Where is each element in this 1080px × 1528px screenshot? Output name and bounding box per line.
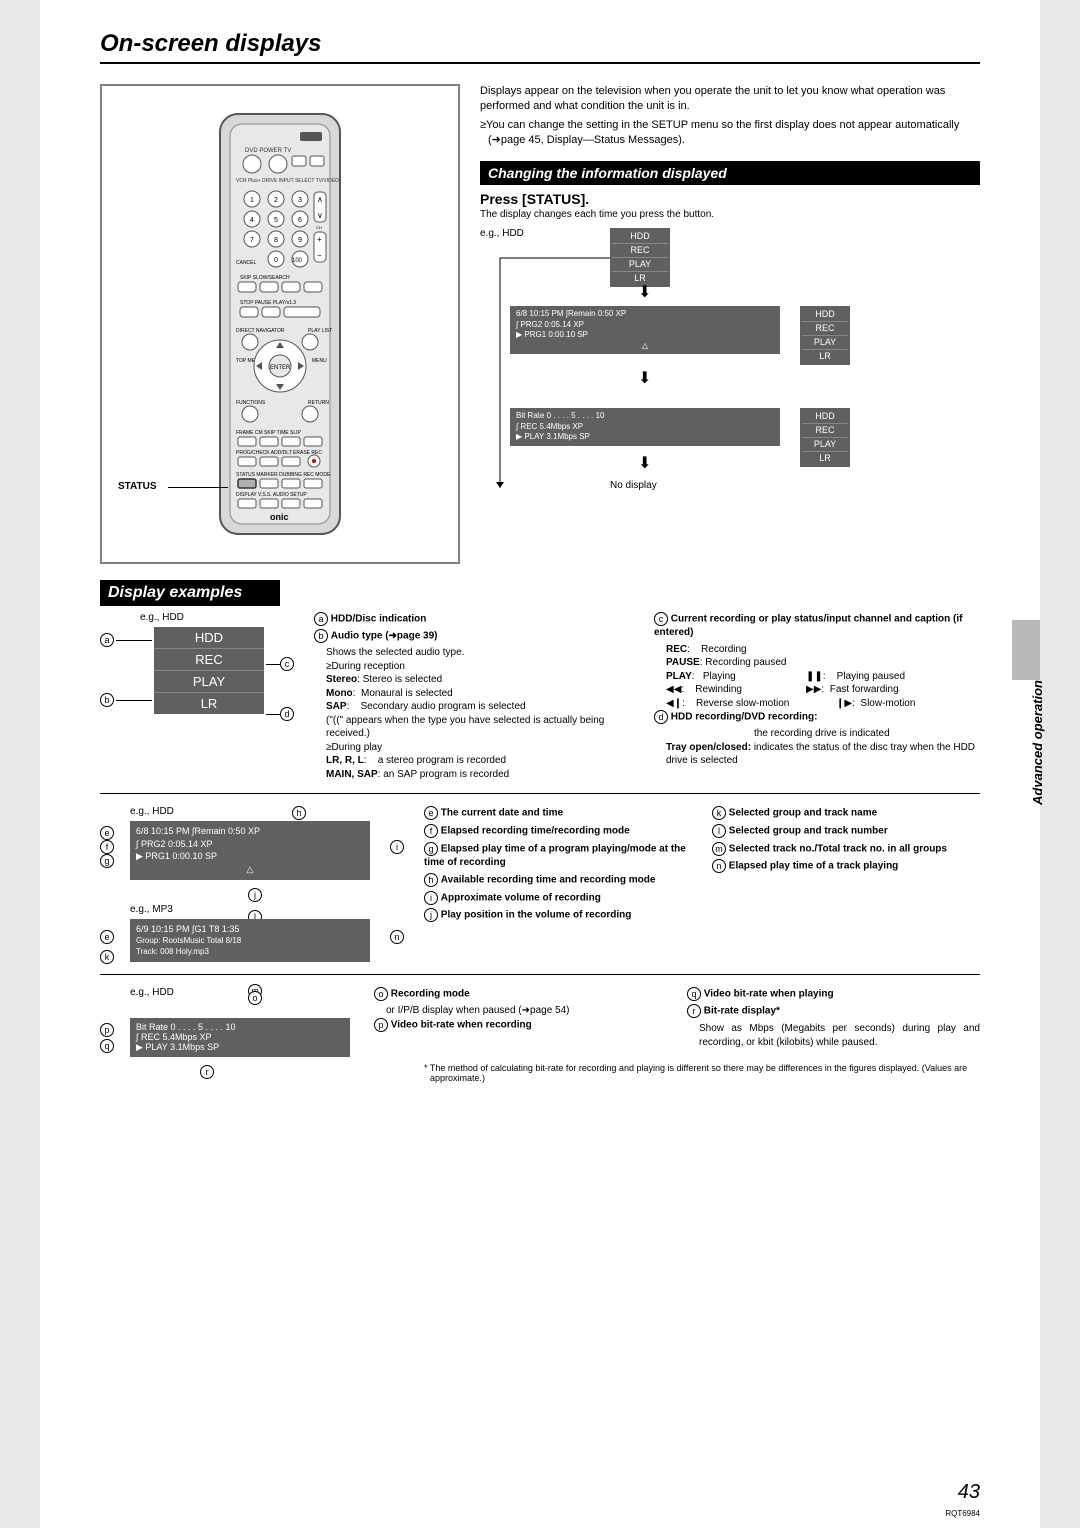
svg-text:CH: CH [316,225,322,230]
status-flow-diagram: e.g., HDD HDD REC PLAY LR 6/8 10:15 PM ∫… [480,228,980,508]
svg-text:2: 2 [274,197,278,204]
svg-text:1: 1 [250,197,254,204]
footnote: * The method of calculating bit-rate for… [420,1063,980,1083]
svg-text:3: 3 [298,197,302,204]
svg-text:PROG/CHECK ADD/DLT ERASE REC: PROG/CHECK ADD/DLT ERASE REC [236,450,322,456]
svg-text:−: − [317,251,322,260]
svg-text:6: 6 [298,217,302,224]
svg-text:SKIP SLOW/SEARCH: SKIP SLOW/SEARCH [240,275,290,281]
svg-text:MENU: MENU [312,358,327,364]
svg-text:∨: ∨ [317,211,323,220]
svg-text:9: 9 [298,237,302,244]
svg-text:onic: onic [270,512,289,522]
side-tab-label: Advanced operation [1030,680,1045,805]
svg-text:DIRECT NAVIGATOR: DIRECT NAVIGATOR [236,328,285,334]
status-pointer-line [168,487,228,488]
svg-text:100: 100 [292,258,303,264]
press-instruction: Press [STATUS]. [480,191,980,207]
svg-text:7: 7 [250,237,254,244]
svg-text:VCR Plus+ DRIVE INPUT SELECT T: VCR Plus+ DRIVE INPUT SELECT TV/VIDEO [236,178,339,184]
svg-text:PLAY LIST: PLAY LIST [308,328,332,334]
display-examples-heading: Display examples [100,580,280,606]
svg-text:FRAME CM SKIP TIME SLIP: FRAME CM SKIP TIME SLIP [236,430,301,436]
intro-text: Displays appear on the television when y… [480,84,980,147]
svg-text:DVD POWER TV: DVD POWER TV [245,148,291,154]
svg-text:DISPLAY V.S.S. AUDIO SETU: DISPLAY V.S.S. AUDIO SETUP [236,492,307,498]
svg-text:FUNCTIONS: FUNCTIONS [236,400,266,406]
svg-text:STOP PAUSE PLAY/x1.3: STOP PAUSE PLAY/x1.3 [240,300,296,306]
changing-heading: Changing the information displayed [480,161,980,185]
press-subtext: The display changes each time you press … [480,209,980,220]
status-label: STATUS [118,481,157,492]
svg-text:ENTER: ENTER [270,365,291,371]
side-gray-tab [1012,620,1040,680]
svg-text:RETURN: RETURN [308,400,329,406]
svg-text:5: 5 [274,217,278,224]
svg-text:STATUS MARKER DUBBING REC MODE: STATUS MARKER DUBBING REC MODE [236,472,331,478]
page-title: On-screen displays [100,30,980,64]
page-number: 43 [958,1481,980,1504]
svg-text:∧: ∧ [317,195,323,204]
svg-text:4: 4 [250,217,254,224]
remote-diagram: DVD POWER TV VCR Plus+ DRIVE INPUT SELEC… [100,84,460,564]
svg-text:8: 8 [274,237,278,244]
svg-text:+: + [317,235,322,244]
svg-text:CANCEL: CANCEL [236,260,257,266]
svg-text:0: 0 [274,257,278,264]
doc-code: RQT6984 [945,1509,980,1518]
